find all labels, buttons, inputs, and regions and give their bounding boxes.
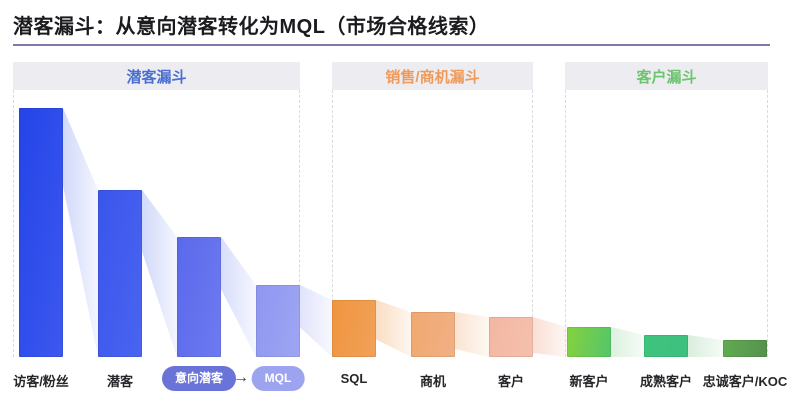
panel-body-sales: [332, 90, 533, 357]
panel-body-prospect: [13, 90, 300, 357]
funnel-bar-intent-prospects: [177, 237, 221, 357]
funnel-connector-intent-prospects-to-mql: [221, 237, 256, 357]
panel-header-label: 销售/商机漏斗: [385, 68, 480, 86]
panel-header-customer: 客户漏斗: [565, 62, 768, 90]
highlight-pill-intent-prospects: 意向潜客: [161, 366, 237, 391]
funnel-bar-mature-customers: [644, 335, 688, 357]
funnel-bar-customers: [489, 317, 533, 357]
funnel-connector-mature-customers-to-loyal-customers-koc: [688, 335, 723, 357]
bar-label-prospects: 潜客: [106, 374, 134, 389]
funnel-bar-sql: [332, 300, 376, 357]
panel-header-label: 客户漏斗: [636, 68, 697, 86]
panel-header-label: 潜客漏斗: [126, 68, 187, 86]
bar-label-sql: SQL: [340, 371, 368, 386]
title-underline: [13, 44, 770, 46]
highlight-pill-mql: MQL: [251, 366, 305, 391]
bar-label-new-customers: 新客户: [569, 374, 609, 389]
funnel-bar-prospects: [98, 190, 142, 357]
funnel-connector-sql-to-opportunities: [376, 300, 411, 357]
bar-label-customers: 客户: [497, 374, 525, 389]
funnel-connector-prospects-to-intent-prospects: [142, 190, 177, 357]
bar-label-mature-customers: 成熟客户: [639, 374, 693, 389]
page-title: 潜客漏斗：从意向潜客转化为MQL（市场合格线索）: [13, 16, 490, 38]
bar-label-visitors-fans: 访客/粉丝: [13, 374, 69, 389]
funnel-connector-visitors-fans-to-prospects: [63, 108, 98, 357]
panel-prospect-funnel: 潜客漏斗: [13, 62, 300, 357]
panel-header-prospect: 潜客漏斗: [13, 62, 300, 90]
funnel-connector-customers-to-new-customers: [533, 317, 567, 357]
funnel-connector-new-customers-to-mature-customers: [611, 327, 644, 357]
funnel-connector-mql-to-sql: [300, 285, 332, 357]
funnel-bar-visitors-fans: [19, 108, 63, 357]
panel-sales-opportunity-funnel: 销售/商机漏斗: [332, 62, 533, 357]
panel-customer-funnel: 客户漏斗: [565, 62, 768, 357]
funnel-bar-opportunities: [411, 312, 455, 357]
conversion-arrow-icon: →: [233, 369, 249, 386]
panel-body-customer: [565, 90, 768, 357]
bar-label-opportunities: 商机: [419, 374, 447, 389]
funnel-bar-new-customers: [567, 327, 611, 357]
bar-label-loyal-customers-koc: 忠诚客户/KOC: [702, 374, 788, 389]
funnel-connector-opportunities-to-customers: [455, 312, 489, 357]
funnel-bar-mql: [256, 285, 300, 357]
funnel-bar-loyal-customers-koc: [723, 340, 767, 357]
panel-header-sales: 销售/商机漏斗: [332, 62, 533, 90]
